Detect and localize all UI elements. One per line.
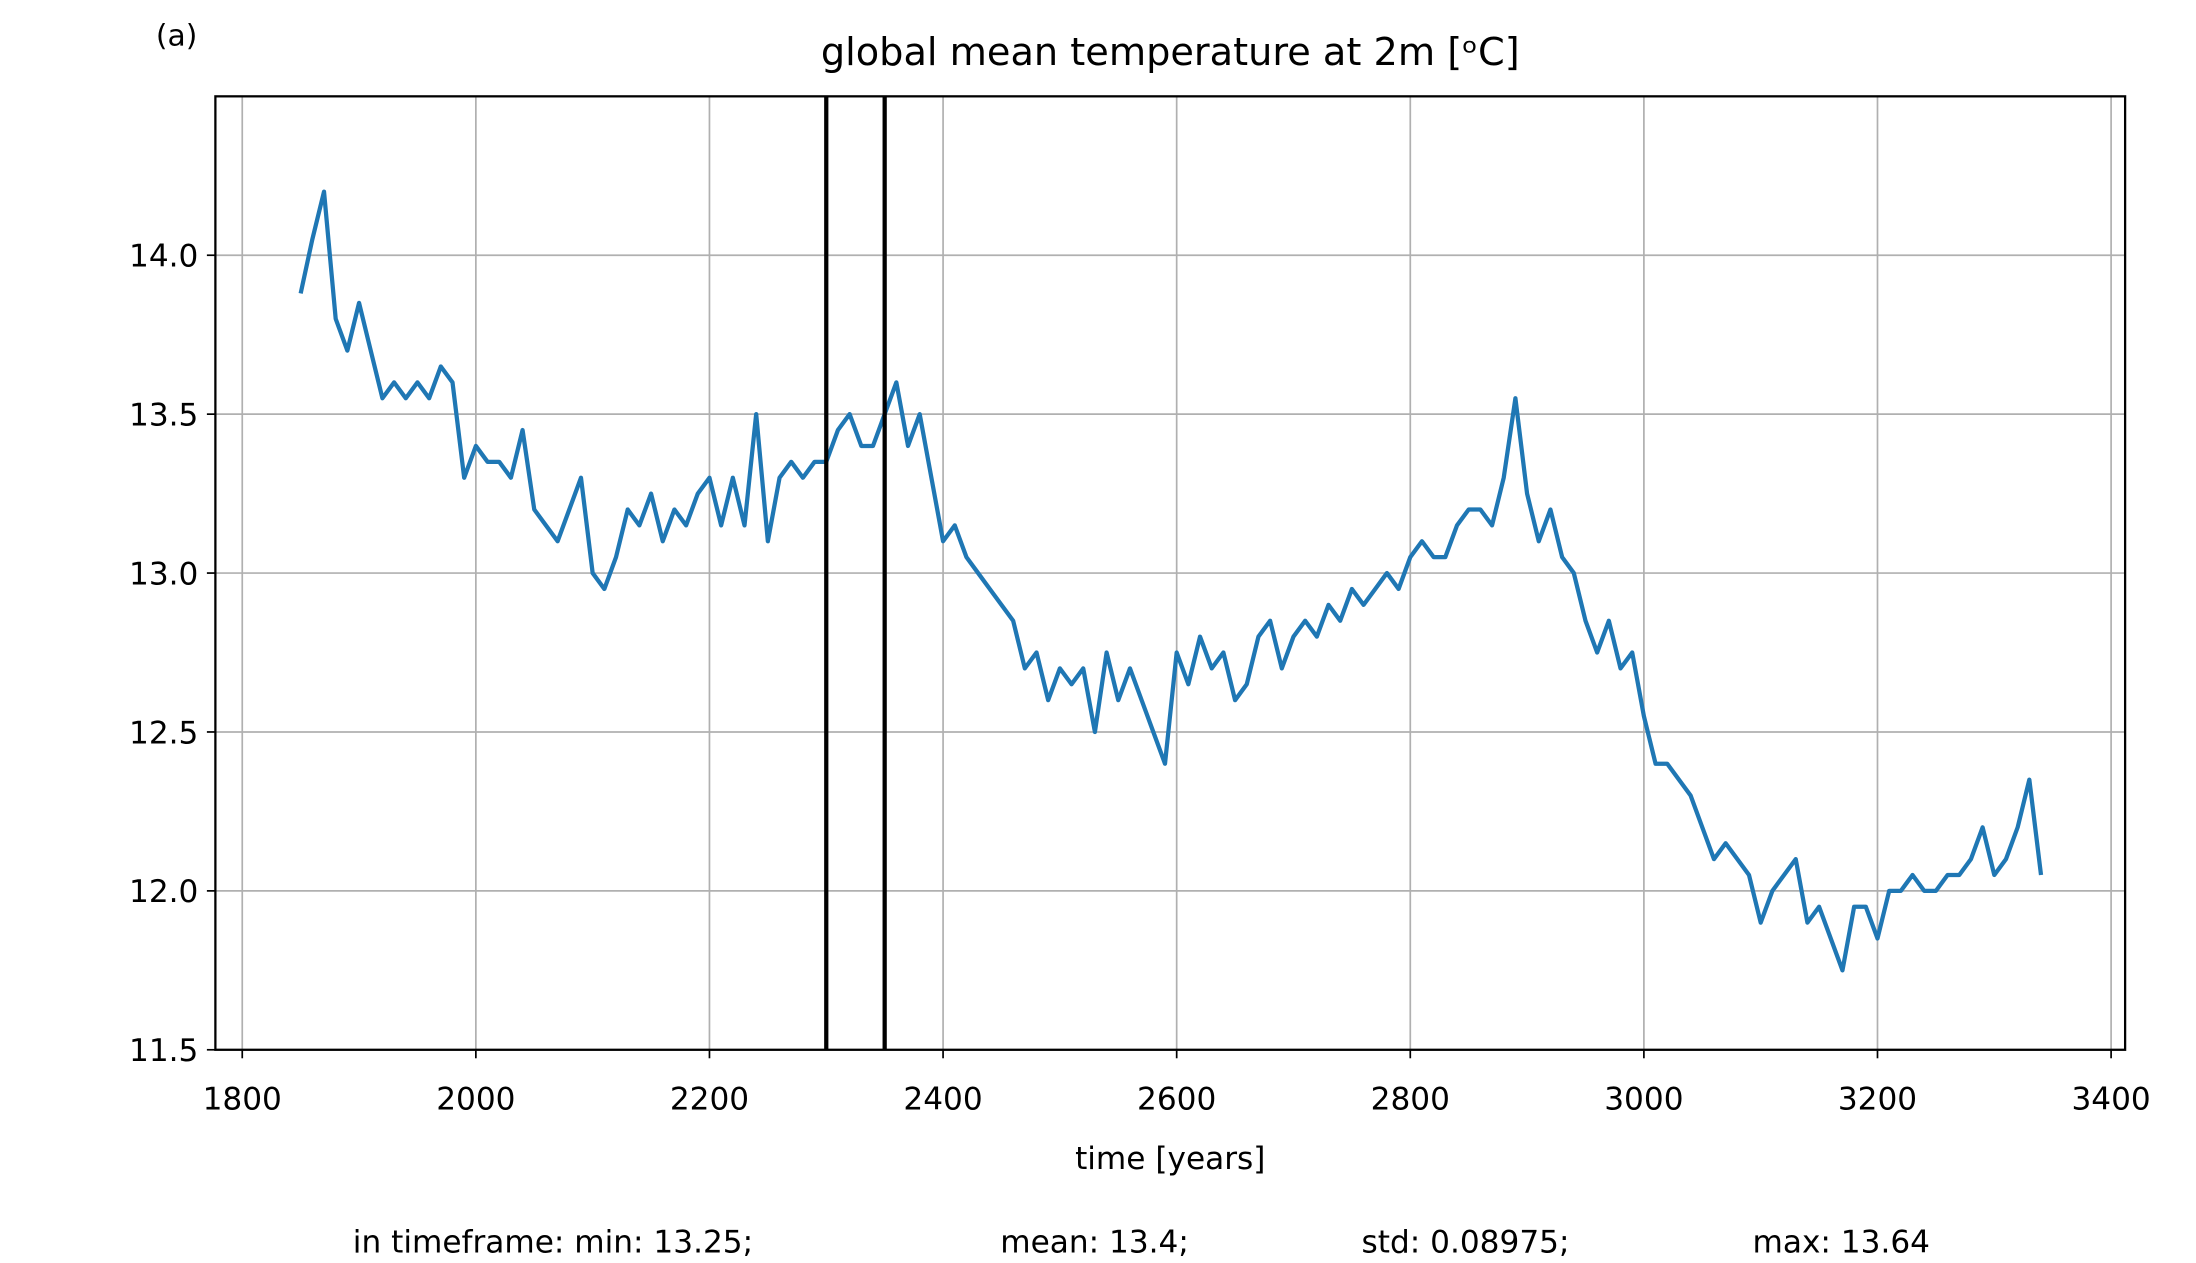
footer-stat: max: 13.64 <box>1753 1224 1930 1260</box>
x-tick-label: 2600 <box>1137 1081 1216 1117</box>
y-tick-label: 14.0 <box>129 239 198 275</box>
x-tick-label: 2200 <box>670 1081 749 1117</box>
chart-title: global mean temperature at 2m [ᵒC] <box>821 30 1520 75</box>
y-tick-label: 11.5 <box>129 1033 198 1069</box>
x-tick-label: 2800 <box>1371 1081 1450 1117</box>
data-line <box>298 189 2044 973</box>
x-tick-label: 2400 <box>903 1081 982 1117</box>
panel-label: (a) <box>156 18 197 53</box>
x-tick-label: 1800 <box>203 1081 282 1117</box>
x-tick-label: 3000 <box>1604 1081 1683 1117</box>
footer-stat: in timeframe: min: 13.25; <box>353 1224 753 1260</box>
x-tick-label: 2000 <box>436 1081 515 1117</box>
y-tick-label: 12.0 <box>129 874 198 910</box>
x-tick-label: 3200 <box>1838 1081 1917 1117</box>
y-tick-label: 13.0 <box>129 556 198 592</box>
footer-stat: mean: 13.4; <box>1000 1224 1189 1260</box>
x-tick-label: 3400 <box>2071 1081 2150 1117</box>
y-tick-label: 13.5 <box>129 397 198 433</box>
footer-stat: std: 0.08975; <box>1362 1224 1570 1260</box>
plot-frame <box>214 95 2127 1051</box>
y-tick-label: 12.5 <box>129 715 198 751</box>
x-axis-label: time [years] <box>1075 1141 1265 1177</box>
